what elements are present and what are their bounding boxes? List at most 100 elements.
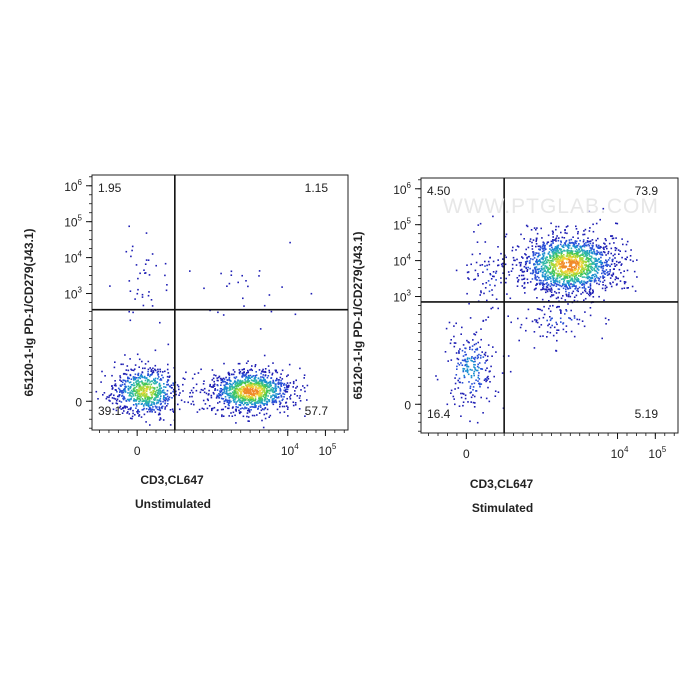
event-dot xyxy=(540,324,543,326)
event-dot xyxy=(263,413,266,416)
event-dot xyxy=(254,377,256,380)
event-dot xyxy=(114,361,116,363)
event-dot xyxy=(152,370,154,372)
event-dot xyxy=(583,230,585,232)
event-dot xyxy=(535,239,538,241)
event-dot xyxy=(121,395,123,397)
event-dot xyxy=(137,380,139,383)
event-dot xyxy=(271,372,274,375)
event-dot xyxy=(260,409,263,412)
event-dot xyxy=(545,248,547,250)
event-dot xyxy=(155,264,157,267)
event-dot xyxy=(573,259,575,261)
event-dot xyxy=(230,385,233,388)
event-dot xyxy=(605,269,608,271)
event-dot xyxy=(535,266,538,268)
event-dot xyxy=(264,386,267,389)
event-dot xyxy=(588,272,591,274)
event-dot xyxy=(104,375,106,377)
event-dot xyxy=(175,393,177,396)
event-dot xyxy=(552,334,555,337)
event-dot xyxy=(553,254,555,257)
event-dot xyxy=(557,260,559,263)
event-dot xyxy=(227,383,229,385)
event-dot xyxy=(272,389,274,392)
event-dot xyxy=(462,344,465,346)
event-dot xyxy=(571,270,573,272)
event-dot xyxy=(158,390,160,392)
event-dot xyxy=(142,393,145,396)
event-dot xyxy=(151,408,154,411)
event-dot xyxy=(153,390,156,392)
event-dot xyxy=(556,247,559,249)
event-dot xyxy=(454,403,456,406)
event-dot xyxy=(116,390,118,393)
event-dot xyxy=(292,380,295,383)
event-dot xyxy=(561,255,564,257)
event-dot xyxy=(611,259,614,261)
event-dot xyxy=(159,399,161,401)
event-dot xyxy=(237,392,239,395)
event-dot xyxy=(517,280,519,283)
event-dot xyxy=(258,405,260,408)
event-dot xyxy=(231,388,234,390)
event-dot xyxy=(478,362,481,364)
event-dot xyxy=(534,274,536,276)
event-dot xyxy=(264,374,267,376)
event-dot xyxy=(555,321,557,324)
event-dot xyxy=(611,235,614,237)
event-dot xyxy=(599,261,602,264)
event-dot xyxy=(492,215,494,218)
event-dot xyxy=(298,397,301,399)
event-dot xyxy=(276,397,278,399)
event-dot xyxy=(583,255,585,258)
event-dot xyxy=(120,390,123,392)
event-dot xyxy=(531,278,534,280)
event-dot xyxy=(245,373,247,375)
event-dot xyxy=(139,272,141,275)
event-dot xyxy=(272,362,274,364)
event-dot xyxy=(555,250,557,252)
event-dot xyxy=(575,294,578,297)
event-dot xyxy=(238,369,241,371)
event-dot xyxy=(480,290,482,292)
event-dot xyxy=(456,368,458,370)
event-dot xyxy=(111,385,113,387)
event-dot xyxy=(228,392,230,395)
event-dot xyxy=(580,249,583,251)
event-dot xyxy=(219,387,222,390)
event-dot xyxy=(560,240,562,242)
event-dot xyxy=(560,253,563,255)
event-dot xyxy=(221,379,224,382)
event-dot xyxy=(497,307,499,310)
event-dot xyxy=(500,277,502,279)
event-dot xyxy=(559,317,562,320)
event-dot xyxy=(248,400,250,403)
event-dot xyxy=(139,377,142,380)
event-dot xyxy=(154,397,156,399)
event-dot xyxy=(590,255,593,258)
event-dot xyxy=(542,280,545,282)
event-dot xyxy=(548,264,551,267)
event-dot xyxy=(226,285,228,287)
event-dot xyxy=(164,386,167,388)
event-dot xyxy=(571,278,574,280)
event-dot xyxy=(504,263,507,266)
event-dot xyxy=(151,396,154,399)
event-dot xyxy=(145,421,147,423)
event-dot xyxy=(554,238,557,240)
event-dot xyxy=(251,390,254,392)
event-dot xyxy=(615,264,618,266)
event-dot xyxy=(532,251,535,254)
event-dot xyxy=(467,271,470,273)
event-dot xyxy=(605,239,607,242)
event-dot xyxy=(551,294,554,297)
event-dot xyxy=(547,234,550,237)
event-dot xyxy=(142,367,144,370)
event-dot xyxy=(139,375,142,377)
event-dot xyxy=(230,392,233,395)
event-dot xyxy=(574,252,577,255)
event-dot xyxy=(258,400,261,402)
event-dot xyxy=(300,389,302,391)
event-dot xyxy=(163,396,166,399)
